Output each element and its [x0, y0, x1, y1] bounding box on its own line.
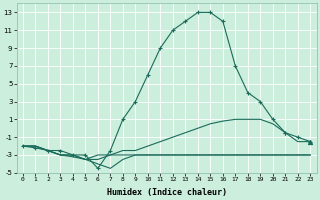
X-axis label: Humidex (Indice chaleur): Humidex (Indice chaleur) — [107, 188, 227, 197]
